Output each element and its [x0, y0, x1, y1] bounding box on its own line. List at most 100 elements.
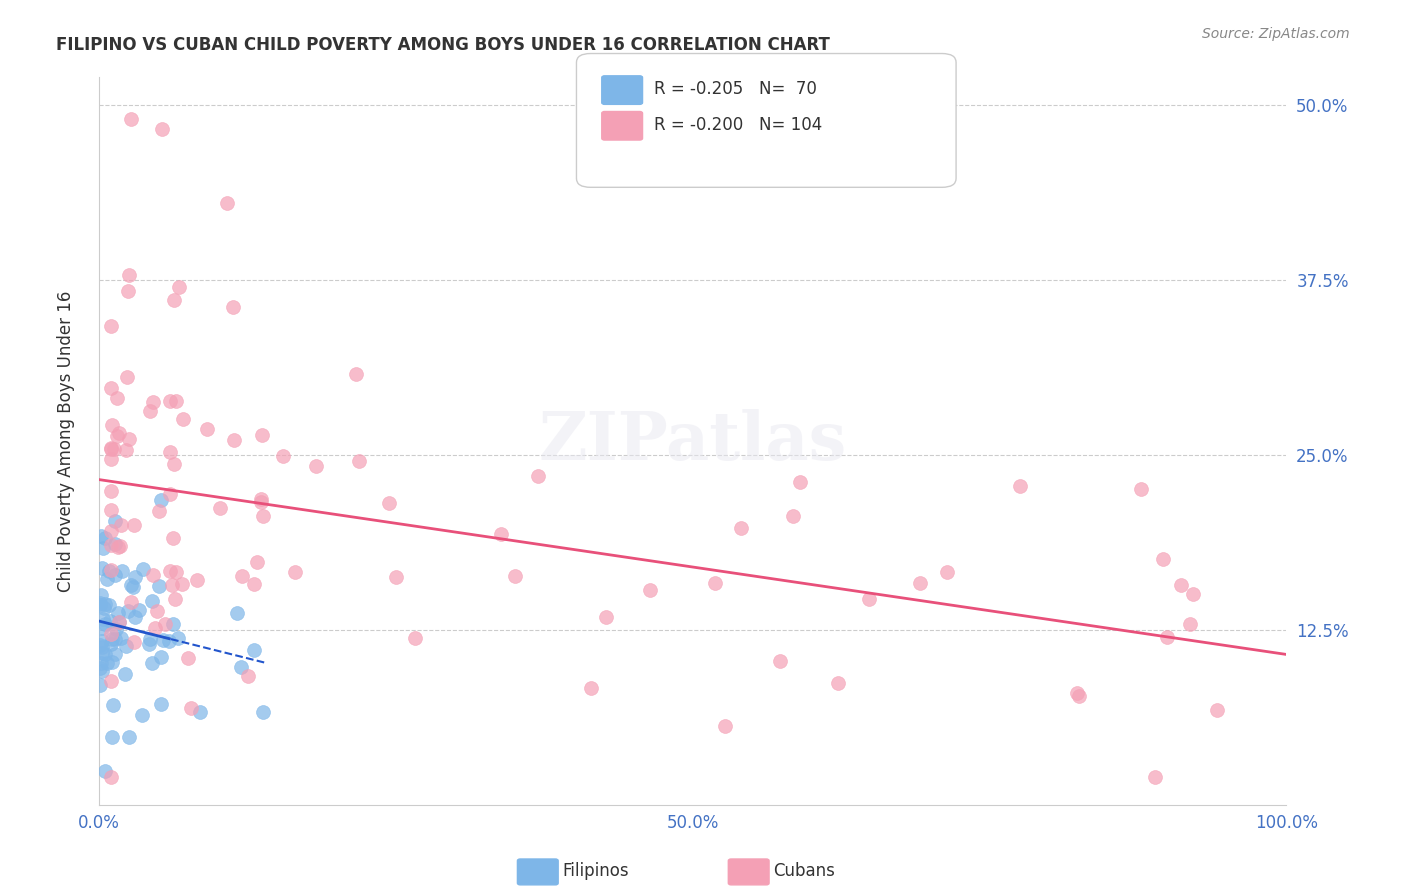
- Point: [114, 667, 136, 681]
- Point: [1180, 616, 1202, 631]
- Point: [128, 603, 150, 617]
- Point: [104, 567, 127, 582]
- Point: [105, 429, 128, 443]
- Point: [150, 698, 173, 712]
- Point: [188, 705, 211, 719]
- Point: [935, 565, 957, 579]
- Point: [503, 569, 526, 583]
- Point: [96, 572, 118, 586]
- Point: [217, 196, 239, 211]
- Point: [250, 428, 273, 442]
- Point: [94, 617, 117, 632]
- Point: [208, 500, 231, 515]
- Point: [122, 580, 145, 594]
- Point: [100, 538, 122, 552]
- Point: [91, 541, 114, 555]
- Point: [100, 452, 122, 467]
- Point: [159, 564, 181, 578]
- Point: [782, 508, 804, 523]
- Point: [162, 457, 184, 471]
- Point: [1182, 587, 1205, 601]
- Point: [165, 394, 187, 409]
- Point: [638, 582, 661, 597]
- Point: [148, 504, 170, 518]
- Point: [250, 491, 273, 506]
- Point: [91, 646, 114, 660]
- Point: [100, 442, 122, 456]
- Point: [159, 487, 181, 501]
- Point: [100, 730, 122, 744]
- Point: [1170, 578, 1192, 592]
- Point: [252, 706, 274, 720]
- Point: [180, 701, 202, 715]
- Point: [222, 434, 245, 448]
- Point: [152, 121, 174, 136]
- Point: [94, 531, 117, 545]
- Point: [104, 622, 127, 636]
- Point: [377, 496, 399, 510]
- Point: [101, 632, 124, 646]
- Point: [107, 606, 129, 620]
- Point: [172, 577, 194, 591]
- Point: [104, 647, 127, 661]
- Point: [100, 442, 122, 457]
- Point: [1067, 690, 1090, 704]
- Point: [271, 449, 294, 463]
- Point: [111, 564, 134, 578]
- Point: [1130, 482, 1153, 496]
- Point: [124, 570, 146, 584]
- Point: [94, 647, 117, 661]
- Point: [91, 640, 114, 655]
- Point: [89, 598, 111, 612]
- Point: [284, 566, 307, 580]
- Point: [105, 392, 128, 406]
- Point: [100, 483, 122, 498]
- Point: [100, 674, 122, 689]
- Point: [385, 570, 408, 584]
- Point: [103, 442, 125, 456]
- Point: [100, 770, 122, 784]
- Point: [827, 675, 849, 690]
- Point: [714, 719, 737, 733]
- Point: [93, 600, 115, 615]
- Point: [730, 521, 752, 535]
- Text: FILIPINO VS CUBAN CHILD POVERTY AMONG BOYS UNDER 16 CORRELATION CHART: FILIPINO VS CUBAN CHILD POVERTY AMONG BO…: [56, 36, 830, 54]
- Point: [97, 598, 120, 612]
- Point: [162, 616, 184, 631]
- Point: [89, 678, 111, 692]
- Point: [222, 300, 245, 314]
- Point: [769, 654, 792, 668]
- Point: [101, 417, 124, 432]
- Point: [104, 537, 127, 551]
- Point: [138, 637, 160, 651]
- Point: [117, 604, 139, 618]
- Point: [107, 615, 129, 629]
- Point: [100, 380, 122, 394]
- Point: [100, 318, 122, 333]
- Text: Cubans: Cubans: [773, 863, 835, 880]
- Text: R = -0.205   N=  70: R = -0.205 N= 70: [654, 80, 817, 98]
- Text: Filipinos: Filipinos: [562, 863, 628, 880]
- Point: [159, 394, 181, 409]
- Point: [305, 458, 328, 473]
- Point: [176, 651, 198, 665]
- Point: [243, 642, 266, 657]
- Point: [1008, 479, 1031, 493]
- Point: [94, 764, 117, 778]
- Point: [101, 698, 124, 713]
- Point: [118, 432, 141, 446]
- Point: [96, 656, 118, 670]
- Text: Source: ZipAtlas.com: Source: ZipAtlas.com: [1202, 27, 1350, 41]
- Point: [167, 631, 190, 645]
- Point: [186, 573, 208, 587]
- Point: [1152, 552, 1174, 566]
- Point: [142, 394, 165, 409]
- Point: [162, 531, 184, 545]
- Point: [250, 494, 273, 508]
- Point: [595, 610, 617, 624]
- Point: [110, 517, 132, 532]
- Point: [159, 445, 181, 459]
- Point: [100, 524, 122, 539]
- Point: [155, 616, 177, 631]
- Point: [157, 633, 180, 648]
